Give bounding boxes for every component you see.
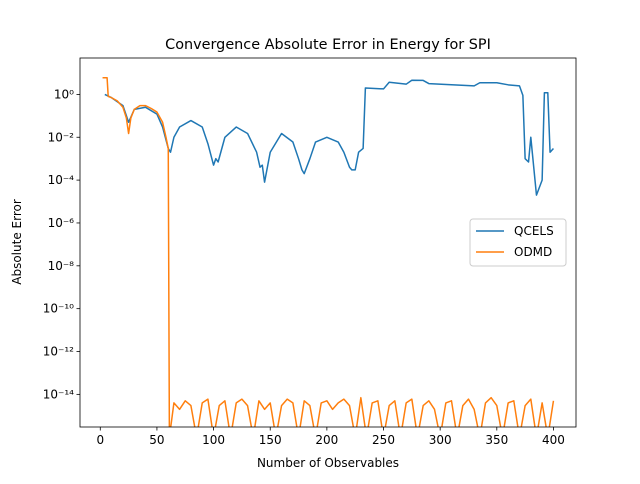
y-tick-label: 10⁻⁴ xyxy=(48,173,75,187)
x-axis-label: Number of Observables xyxy=(257,456,399,470)
x-tick-label: 50 xyxy=(149,433,164,447)
chart-title: Convergence Absolute Error in Energy for… xyxy=(165,37,491,53)
y-tick-label: 10⁻² xyxy=(48,130,75,144)
y-tick-label: 10⁻¹² xyxy=(43,345,74,359)
x-tick-label: 300 xyxy=(429,433,452,447)
x-tick-label: 0 xyxy=(96,433,104,447)
x-tick-label: 150 xyxy=(259,433,282,447)
x-tick-label: 100 xyxy=(202,433,225,447)
x-tick-label: 400 xyxy=(542,433,565,447)
plot-area xyxy=(102,76,555,427)
y-tick-label: 10⁻⁸ xyxy=(48,259,75,273)
y-tick-label: 10⁻¹⁰ xyxy=(43,302,74,316)
y-tick-label: 10⁰ xyxy=(54,87,74,101)
series-line xyxy=(102,76,555,427)
x-tick-label: 350 xyxy=(485,433,508,447)
series-line xyxy=(104,79,555,196)
x-tick-label: 250 xyxy=(372,433,395,447)
legend-label: QCELS xyxy=(514,224,554,238)
legend-label: ODMD xyxy=(514,245,552,259)
y-axis-label: Absolute Error xyxy=(10,199,24,285)
y-tick-label: 10⁻¹⁴ xyxy=(43,387,74,401)
x-tick-label: 200 xyxy=(315,433,338,447)
axes-frame xyxy=(79,57,577,428)
y-tick-label: 10⁻⁶ xyxy=(48,216,75,230)
